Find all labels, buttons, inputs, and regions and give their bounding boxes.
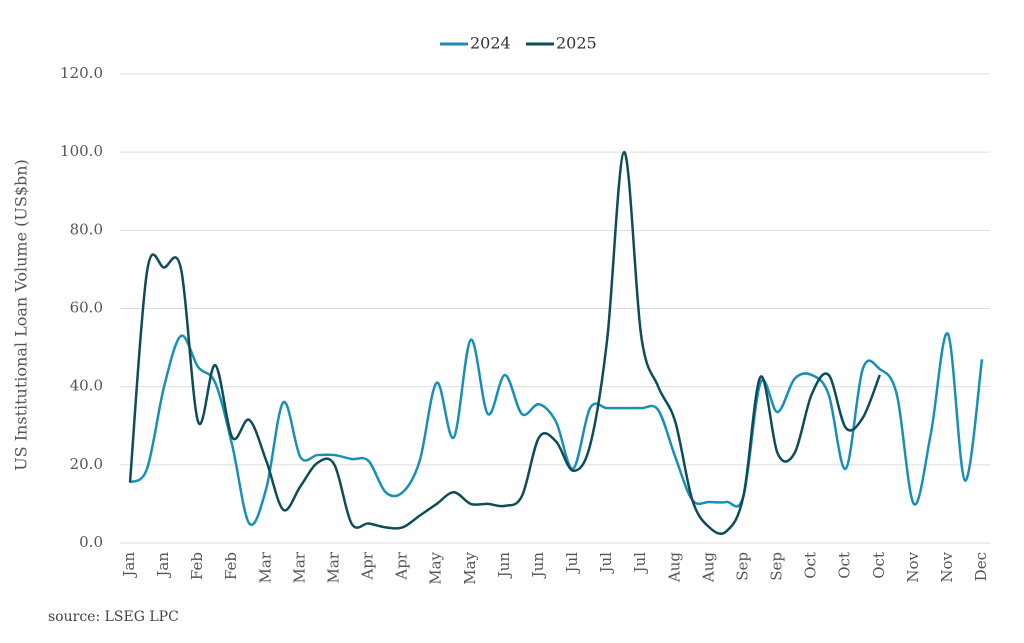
x-tick-label: Nov [938,551,956,582]
x-tick-label: Dec [972,552,990,581]
x-tick-label: Jul [563,552,581,575]
y-tick-label: 80.0 [70,220,103,238]
x-tick-label: Feb [222,552,240,580]
x-tick-label: May [461,551,479,584]
x-tick-label: Sep [733,552,751,581]
y-tick-label: 100.0 [60,142,103,160]
x-tick-label: Jan [154,552,172,579]
y-tick-label: 0.0 [79,533,103,551]
x-tick-label: Nov [904,551,922,582]
x-tick-label: Oct [836,552,854,579]
y-axis-label: US Institutional Loan Volume (US$bn) [12,159,31,471]
x-tick-label: Mar [290,551,308,583]
x-tick-label: Aug [665,552,683,583]
line-series [128,150,881,535]
y-tick-label: 20.0 [70,455,103,473]
x-tick-label: Aug [699,552,717,583]
x-tick-label: Jun [529,552,547,580]
x-tick-label: Apr [393,551,411,580]
y-tick-label: 60.0 [70,299,103,317]
x-tick-label: Jul [631,552,649,575]
legend-label: 2025 [556,34,597,53]
x-tick-label: Jul [597,552,615,575]
x-tick-label: Mar [324,551,342,583]
x-tick-label: Mar [256,551,274,583]
x-tick-label: May [427,551,445,584]
y-tick-label: 40.0 [70,377,103,395]
x-tick-label: Jan [120,552,138,579]
x-tick-label: Apr [359,551,377,580]
line-series [129,332,984,527]
source: source: LSEG LPC [48,609,179,625]
y-tick-label: 120.0 [60,64,103,82]
legend-label: 2024 [470,34,511,53]
x-tick-label: Feb [188,552,206,580]
x-tick-label: Oct [870,552,888,579]
x-tick-label: Sep [768,552,786,581]
x-tick-label: Jun [495,552,513,580]
x-tick-label: Oct [802,552,820,579]
